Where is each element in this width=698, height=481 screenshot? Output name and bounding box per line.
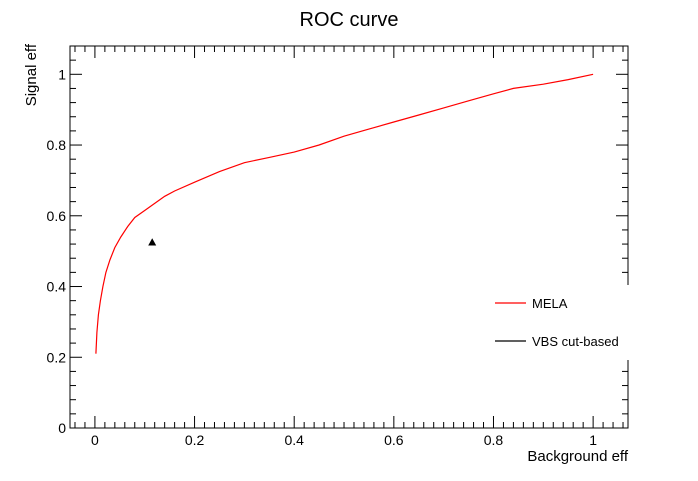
y-tick-label: 0.6 <box>47 208 67 224</box>
x-tick-label: 1 <box>589 432 597 448</box>
x-tick-label: 0.8 <box>484 432 504 448</box>
legend-box <box>488 285 688 360</box>
plot-frame <box>69 45 629 429</box>
series-point-vbs-cut-based <box>148 238 157 246</box>
legend: MELA VBS cut-based <box>488 285 688 360</box>
chart-title: ROC curve <box>300 9 399 31</box>
x-tick-label: 0.4 <box>284 432 304 448</box>
x-axis-label: Background eff <box>527 448 628 465</box>
y-tick-label: 0.2 <box>47 349 67 365</box>
x-tick-label: 0.2 <box>185 432 205 448</box>
y-tick-label: 0.4 <box>47 279 67 295</box>
y-tick-label: 0 <box>58 420 66 436</box>
series-layer <box>95 73 594 354</box>
legend-label: VBS cut-based <box>532 334 619 349</box>
x-tick-label: 0.6 <box>384 432 404 448</box>
axes: 0 0.2 0.4 0.6 0.8 1 0 0.2 0.4 0.6 0.8 1 <box>47 45 629 448</box>
y-axis-label: Signal eff <box>23 43 40 106</box>
x-tick-label: 0 <box>91 432 99 448</box>
y-tick-label: 0.8 <box>47 137 67 153</box>
legend-label: MELA <box>532 296 568 311</box>
series-line-mela <box>95 73 594 354</box>
y-tick-label: 1 <box>58 66 66 82</box>
